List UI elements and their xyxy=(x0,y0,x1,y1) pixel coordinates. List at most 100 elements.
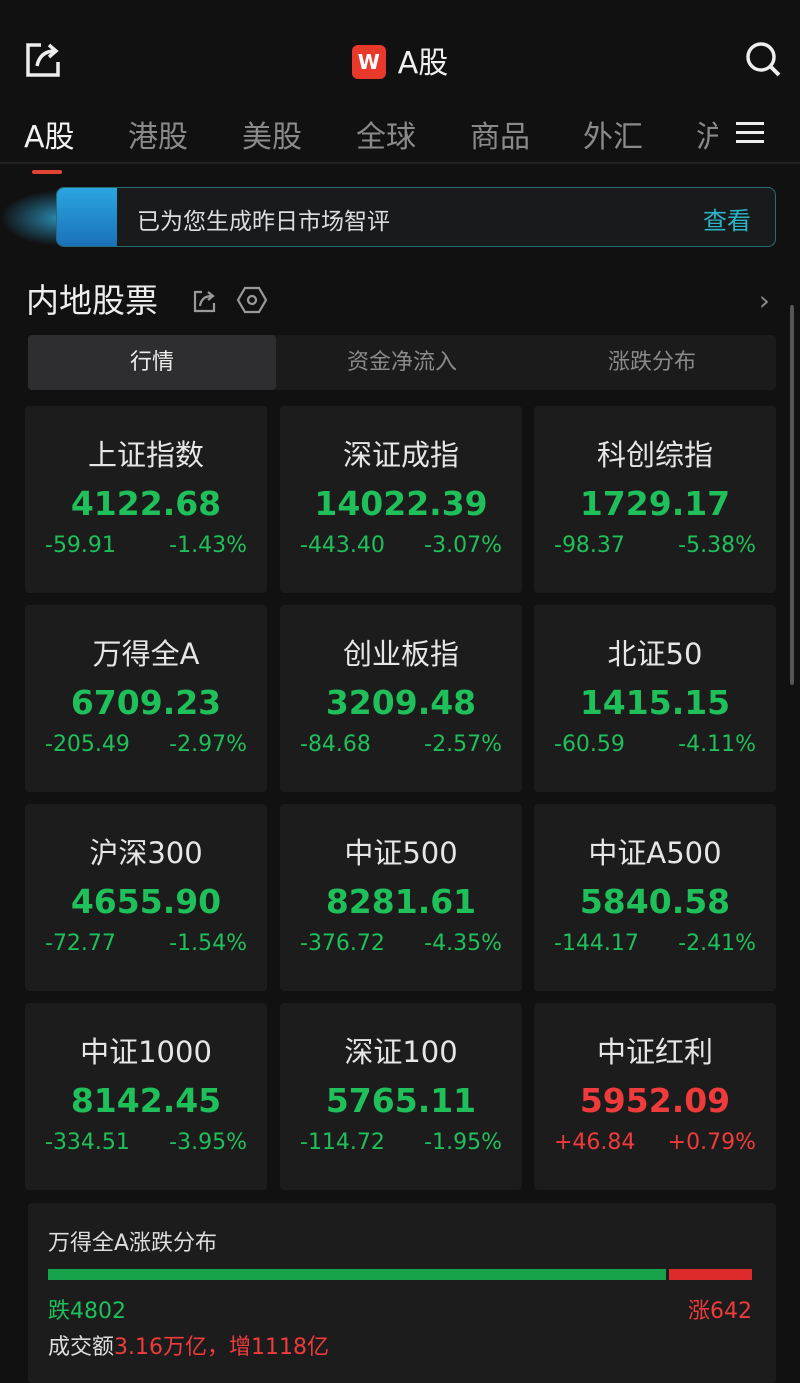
title-text: A股 xyxy=(397,46,449,81)
index-change: -205.49 xyxy=(45,732,130,757)
index-pct: +0.79% xyxy=(667,1130,756,1155)
index-name: 创业板指 xyxy=(342,637,459,671)
down-bar xyxy=(48,1269,667,1280)
tab-us[interactable]: 美股 xyxy=(242,120,302,155)
section-title: 内地股票 xyxy=(26,281,158,320)
index-pct: -3.07% xyxy=(424,533,502,558)
index-card[interactable]: 中证A500 5840.58 -144.17 -2.41% xyxy=(534,804,776,991)
index-name: 深证成指 xyxy=(342,438,459,472)
up-bar xyxy=(669,1269,752,1280)
tab-more[interactable]: 沪 xyxy=(696,120,718,155)
index-card[interactable]: 中证红利 5952.09 +46.84 +0.79% xyxy=(534,1003,776,1190)
index-change: -144.17 xyxy=(554,931,639,956)
tab-hk[interactable]: 港股 xyxy=(128,120,188,155)
index-change: -60.59 xyxy=(554,732,625,757)
index-value: 5952.09 xyxy=(579,1081,731,1120)
index-value: 6709.23 xyxy=(70,683,222,722)
index-value: 4122.68 xyxy=(70,484,222,523)
index-change: +46.84 xyxy=(554,1130,636,1155)
share-icon[interactable] xyxy=(25,40,63,78)
tab-a-shares[interactable]: A股 xyxy=(24,112,75,174)
index-pct: -2.97% xyxy=(169,732,247,757)
index-card[interactable]: 沪深300 4655.90 -72.77 -1.54% xyxy=(25,804,267,991)
index-name: 万得全A xyxy=(92,637,200,671)
index-name: 中证1000 xyxy=(80,1035,212,1069)
index-value: 8281.61 xyxy=(325,882,477,921)
search-icon[interactable] xyxy=(744,40,782,78)
settings-icon[interactable] xyxy=(236,286,268,314)
index-card[interactable]: 深证100 5765.11 -114.72 -1.95% xyxy=(280,1003,522,1190)
banner-glow xyxy=(0,190,60,246)
tab-commodity[interactable]: 商品 xyxy=(470,120,530,155)
volume-value: 3.16万亿，增1118亿 xyxy=(114,1335,329,1360)
index-pct: -4.11% xyxy=(678,732,756,757)
banner-icon xyxy=(57,188,117,246)
index-value: 5765.11 xyxy=(325,1081,477,1120)
index-pct: -5.38% xyxy=(678,533,756,558)
market-review-banner[interactable]: 已为您生成昨日市场智评 查看 xyxy=(56,187,776,247)
index-card[interactable]: 中证1000 8142.45 -334.51 -3.95% xyxy=(25,1003,267,1190)
index-change: -84.68 xyxy=(300,732,371,757)
index-name: 中证红利 xyxy=(596,1035,713,1069)
index-name: 北证50 xyxy=(607,637,703,671)
segment-quotes[interactable]: 行情 xyxy=(28,335,276,390)
distribution-panel[interactable]: 万得全A涨跌分布 跌4802 涨642 成交额3.16万亿，增1118亿 xyxy=(28,1203,776,1383)
top-bar: W A股 xyxy=(0,30,800,90)
index-card[interactable]: 创业板指 3209.48 -84.68 -2.57% xyxy=(280,605,522,792)
segment-net-inflow[interactable]: 资金净流入 xyxy=(346,350,457,375)
tab-forex[interactable]: 外汇 xyxy=(583,120,643,155)
index-pct: -3.95% xyxy=(169,1130,247,1155)
tab-global[interactable]: 全球 xyxy=(356,120,416,155)
volume: 成交额3.16万亿，增1118亿 xyxy=(48,1329,329,1361)
index-name: 深证100 xyxy=(344,1035,458,1069)
down-count: 跌4802 xyxy=(48,1299,126,1324)
index-pct: -1.95% xyxy=(424,1130,502,1155)
index-name: 沪深300 xyxy=(89,836,203,870)
index-value: 8142.45 xyxy=(70,1081,222,1120)
page-title: W A股 xyxy=(0,38,800,82)
index-value: 14022.39 xyxy=(314,484,488,523)
index-value: 3209.48 xyxy=(325,683,477,722)
distribution-bar xyxy=(48,1269,752,1280)
share-icon[interactable] xyxy=(192,288,218,314)
index-pct: -1.43% xyxy=(169,533,247,558)
up-count: 涨642 xyxy=(688,1299,752,1324)
index-change: -443.40 xyxy=(300,533,385,558)
index-name: 上证指数 xyxy=(87,438,204,472)
volume-label: 成交额 xyxy=(48,1335,115,1360)
index-card[interactable]: 北证50 1415.15 -60.59 -4.11% xyxy=(534,605,776,792)
index-value: 1729.17 xyxy=(579,484,731,523)
banner-text: 已为您生成昨日市场智评 xyxy=(137,209,390,235)
index-card[interactable]: 科创综指 1729.17 -98.37 -5.38% xyxy=(534,406,776,593)
index-pct: -1.54% xyxy=(169,931,247,956)
menu-icon[interactable] xyxy=(736,122,764,149)
index-name: 中证500 xyxy=(344,836,458,870)
wind-logo: W xyxy=(351,45,386,79)
index-value: 5840.58 xyxy=(579,882,731,921)
index-pct: -2.57% xyxy=(424,732,502,757)
index-pct: -2.41% xyxy=(678,931,756,956)
scrollbar[interactable] xyxy=(790,305,794,685)
index-value: 1415.15 xyxy=(579,683,731,722)
index-change: -59.91 xyxy=(45,533,116,558)
view-button[interactable]: 查看 xyxy=(703,207,751,235)
index-change: -376.72 xyxy=(300,931,385,956)
section-icons xyxy=(192,286,268,318)
segment-control: 行情 资金净流入 涨跌分布 xyxy=(28,335,776,390)
distribution-title: 万得全A涨跌分布 xyxy=(48,1231,218,1256)
market-tabs: A股 港股 美股 全球 商品 外汇 沪 xyxy=(0,108,800,174)
index-pct: -4.35% xyxy=(424,931,502,956)
index-value: 4655.90 xyxy=(70,882,222,921)
index-change: -72.77 xyxy=(45,931,116,956)
index-change: -334.51 xyxy=(45,1130,130,1155)
index-change: -98.37 xyxy=(554,533,625,558)
index-card[interactable]: 中证500 8281.61 -376.72 -4.35% xyxy=(280,804,522,991)
chevron-right-icon[interactable]: › xyxy=(758,284,770,317)
index-name: 中证A500 xyxy=(588,836,722,870)
index-card[interactable]: 深证成指 14022.39 -443.40 -3.07% xyxy=(280,406,522,593)
index-card[interactable]: 万得全A 6709.23 -205.49 -2.97% xyxy=(25,605,267,792)
index-name: 科创综指 xyxy=(596,438,713,472)
index-change: -114.72 xyxy=(300,1130,385,1155)
index-card[interactable]: 上证指数 4122.68 -59.91 -1.43% xyxy=(25,406,267,593)
segment-distribution[interactable]: 涨跌分布 xyxy=(607,350,696,375)
